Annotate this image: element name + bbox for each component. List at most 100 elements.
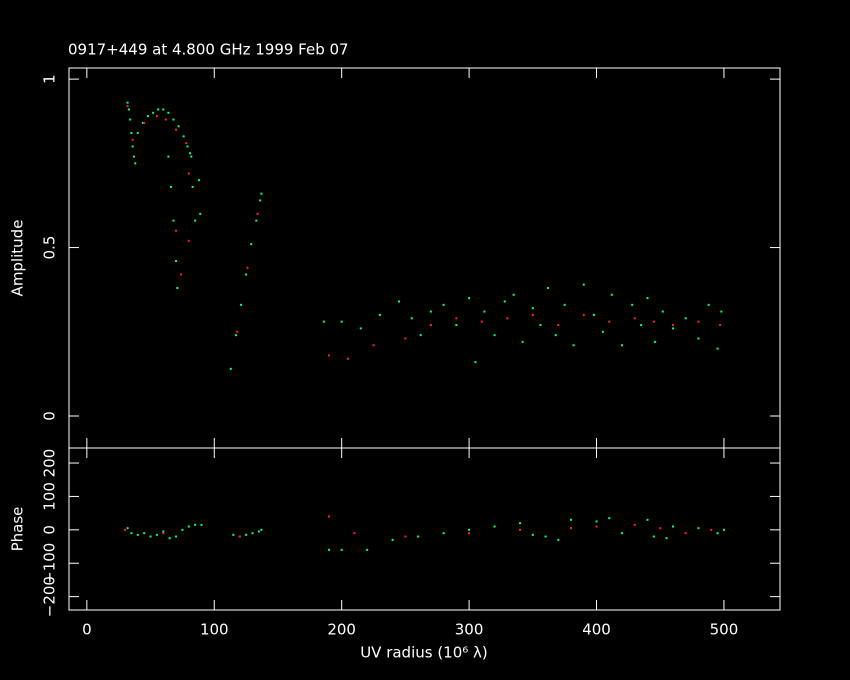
point [398,300,401,303]
y-tick-label: 1 [41,74,59,84]
point [199,212,202,215]
point [621,532,623,535]
point [147,115,149,118]
point [256,212,259,215]
point [429,310,432,313]
point [531,307,534,310]
point [570,518,573,521]
point [595,525,598,528]
point [167,155,170,158]
point [684,317,687,320]
point [483,310,486,313]
point [327,548,330,551]
point [684,532,687,535]
point [563,303,566,306]
point [155,115,158,118]
plot-frame [68,447,781,611]
point [194,523,197,526]
point [327,354,330,357]
point [175,229,178,232]
point [131,138,134,141]
point [130,532,133,535]
point [132,155,135,158]
point [719,324,722,327]
point [129,118,132,121]
point [134,162,137,165]
point [164,118,167,121]
point [417,535,420,538]
x-tick-label: 200 [327,621,356,639]
point [455,317,458,320]
point [661,310,664,313]
point [259,199,262,202]
point [257,530,260,533]
point [631,303,634,306]
point [697,337,700,340]
point [547,286,550,289]
chart-title: 0917+449 at 4.800 GHz 1999 Feb 07 [68,41,349,59]
point [190,155,193,158]
y-axis-label: Amplitude [9,220,27,297]
point [531,313,534,316]
point [168,537,171,540]
point [175,128,178,131]
point [131,145,134,148]
point [572,344,575,347]
point [130,132,133,135]
point [633,317,636,320]
point [671,525,674,528]
point [176,286,179,289]
point [468,297,471,300]
point [716,532,719,535]
point [143,532,146,535]
point [181,528,184,531]
point [582,283,585,286]
point [442,532,445,535]
point [716,347,719,350]
point [707,303,710,306]
point [366,548,369,551]
point [340,548,343,551]
point [506,317,509,320]
point [671,327,674,330]
x-tick-label: 500 [710,621,739,639]
point [503,300,506,303]
point [136,132,139,135]
point [710,528,713,531]
point [175,260,178,263]
point [340,320,343,323]
point [172,118,175,121]
point [404,535,407,538]
point [697,320,700,323]
y-tick-label: 200 [41,449,59,478]
point [519,528,522,531]
point [697,527,700,530]
y-tick-label: 0.5 [41,236,59,260]
point [187,239,190,242]
point [186,145,189,148]
point [194,219,197,222]
point [251,532,254,535]
point [429,324,432,327]
point [539,324,542,327]
point [152,111,155,114]
point [127,108,130,111]
point [250,243,253,246]
point [608,517,611,520]
point [185,142,188,145]
point [157,108,160,111]
point [608,320,611,323]
point [197,179,200,182]
point [232,533,235,536]
point [722,528,725,531]
point [347,357,350,360]
point [378,313,381,316]
point [260,192,263,195]
point [182,135,185,138]
point [136,533,139,536]
point [521,340,524,343]
point [240,303,243,306]
point [671,324,674,327]
